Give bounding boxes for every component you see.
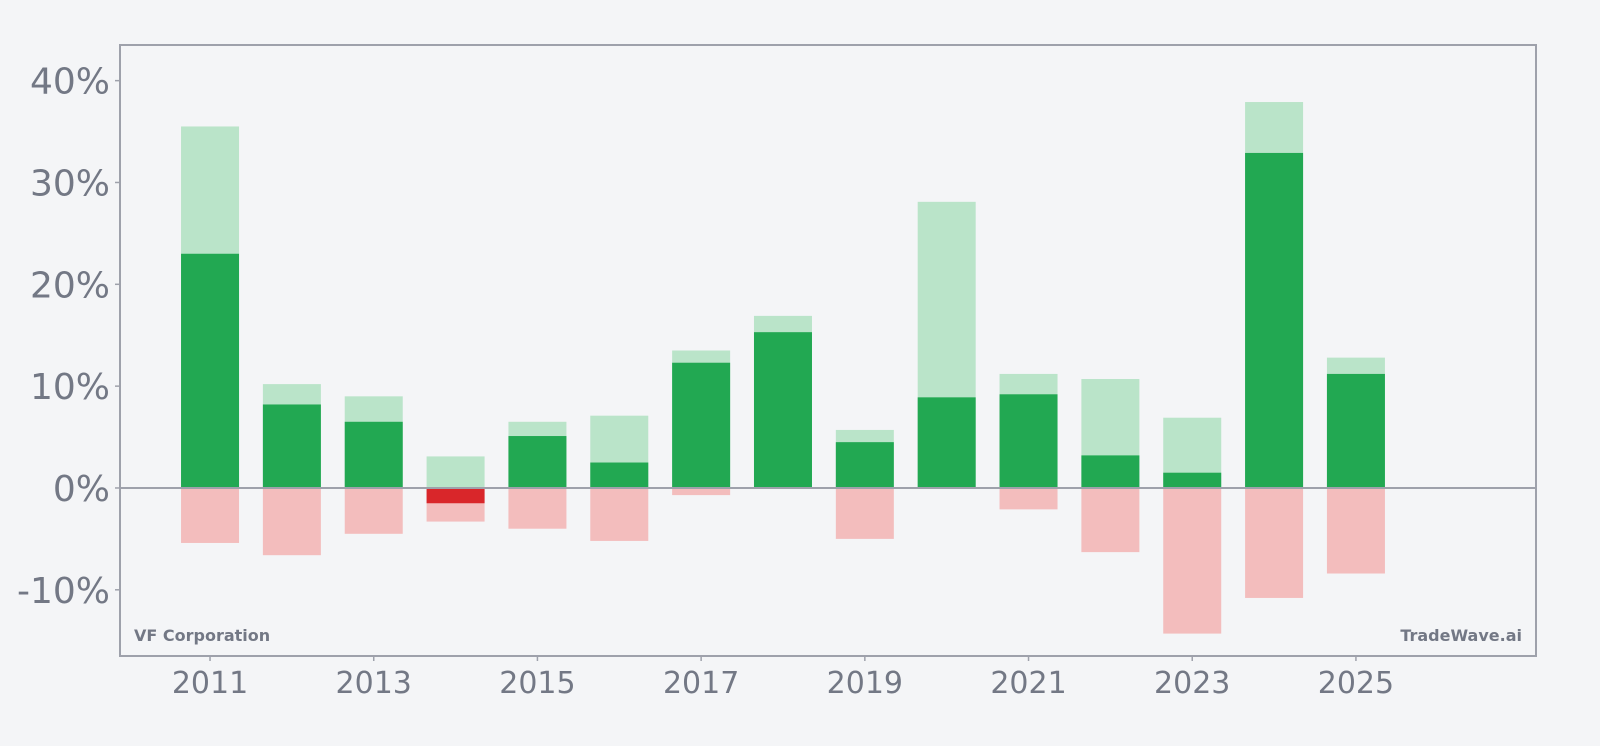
return-bar-2025 xyxy=(1326,373,1385,488)
return-bar-2020 xyxy=(917,397,976,488)
low-band-2022 xyxy=(1081,487,1140,553)
return-bar-2012 xyxy=(262,404,321,488)
return-bar-2016 xyxy=(590,462,649,488)
return-bar-2022 xyxy=(1081,455,1140,488)
x-tick-label: 2023 xyxy=(1154,666,1230,701)
company-label: VF Corporation xyxy=(134,626,270,645)
x-tick-label: 2015 xyxy=(499,666,575,701)
y-axis: 40% 30% 20% 10% 0% -10% xyxy=(17,62,120,612)
return-bar-2017 xyxy=(672,362,731,488)
return-bar-2013 xyxy=(344,421,403,488)
y-tick-label: 40% xyxy=(30,62,110,103)
low-band-2016 xyxy=(590,487,649,541)
return-bar-2014 xyxy=(426,487,485,504)
low-band-2021 xyxy=(999,487,1058,510)
bars-layer xyxy=(181,102,1385,634)
y-tick-label: 20% xyxy=(30,265,110,306)
low-band-2015 xyxy=(508,487,567,529)
x-tick-label: 2017 xyxy=(663,666,739,701)
return-bar-2024 xyxy=(1245,152,1304,488)
low-band-2013 xyxy=(344,487,403,534)
low-band-2011 xyxy=(181,487,240,543)
low-band-2017 xyxy=(672,487,731,496)
high-band-2014 xyxy=(426,456,485,488)
x-tick-label: 2019 xyxy=(827,666,903,701)
return-bar-2018 xyxy=(753,332,812,488)
y-tick-label: -10% xyxy=(17,571,110,612)
x-tick-label: 2011 xyxy=(172,666,248,701)
low-band-2024 xyxy=(1245,487,1304,598)
return-bar-2015 xyxy=(508,436,567,488)
x-tick-label: 2025 xyxy=(1318,666,1394,701)
x-tick-label: 2021 xyxy=(990,666,1066,701)
low-band-2023 xyxy=(1163,487,1222,634)
return-bar-2021 xyxy=(999,394,1058,488)
low-band-2019 xyxy=(835,487,894,539)
x-axis: 2011 2013 2015 2017 2019 2021 2023 2025 xyxy=(172,656,1394,701)
return-bar-2011 xyxy=(181,253,240,488)
return-bar-2023 xyxy=(1163,472,1222,488)
y-tick-label: 0% xyxy=(53,469,110,510)
y-tick-label: 10% xyxy=(30,367,110,408)
x-tick-label: 2013 xyxy=(336,666,412,701)
y-tick-label: 30% xyxy=(30,163,110,204)
low-band-2012 xyxy=(262,487,321,556)
return-bar-2019 xyxy=(835,442,894,488)
low-band-2025 xyxy=(1326,487,1385,574)
plot-frame xyxy=(119,44,1537,657)
watermark-label: TradeWave.ai xyxy=(1400,626,1522,645)
